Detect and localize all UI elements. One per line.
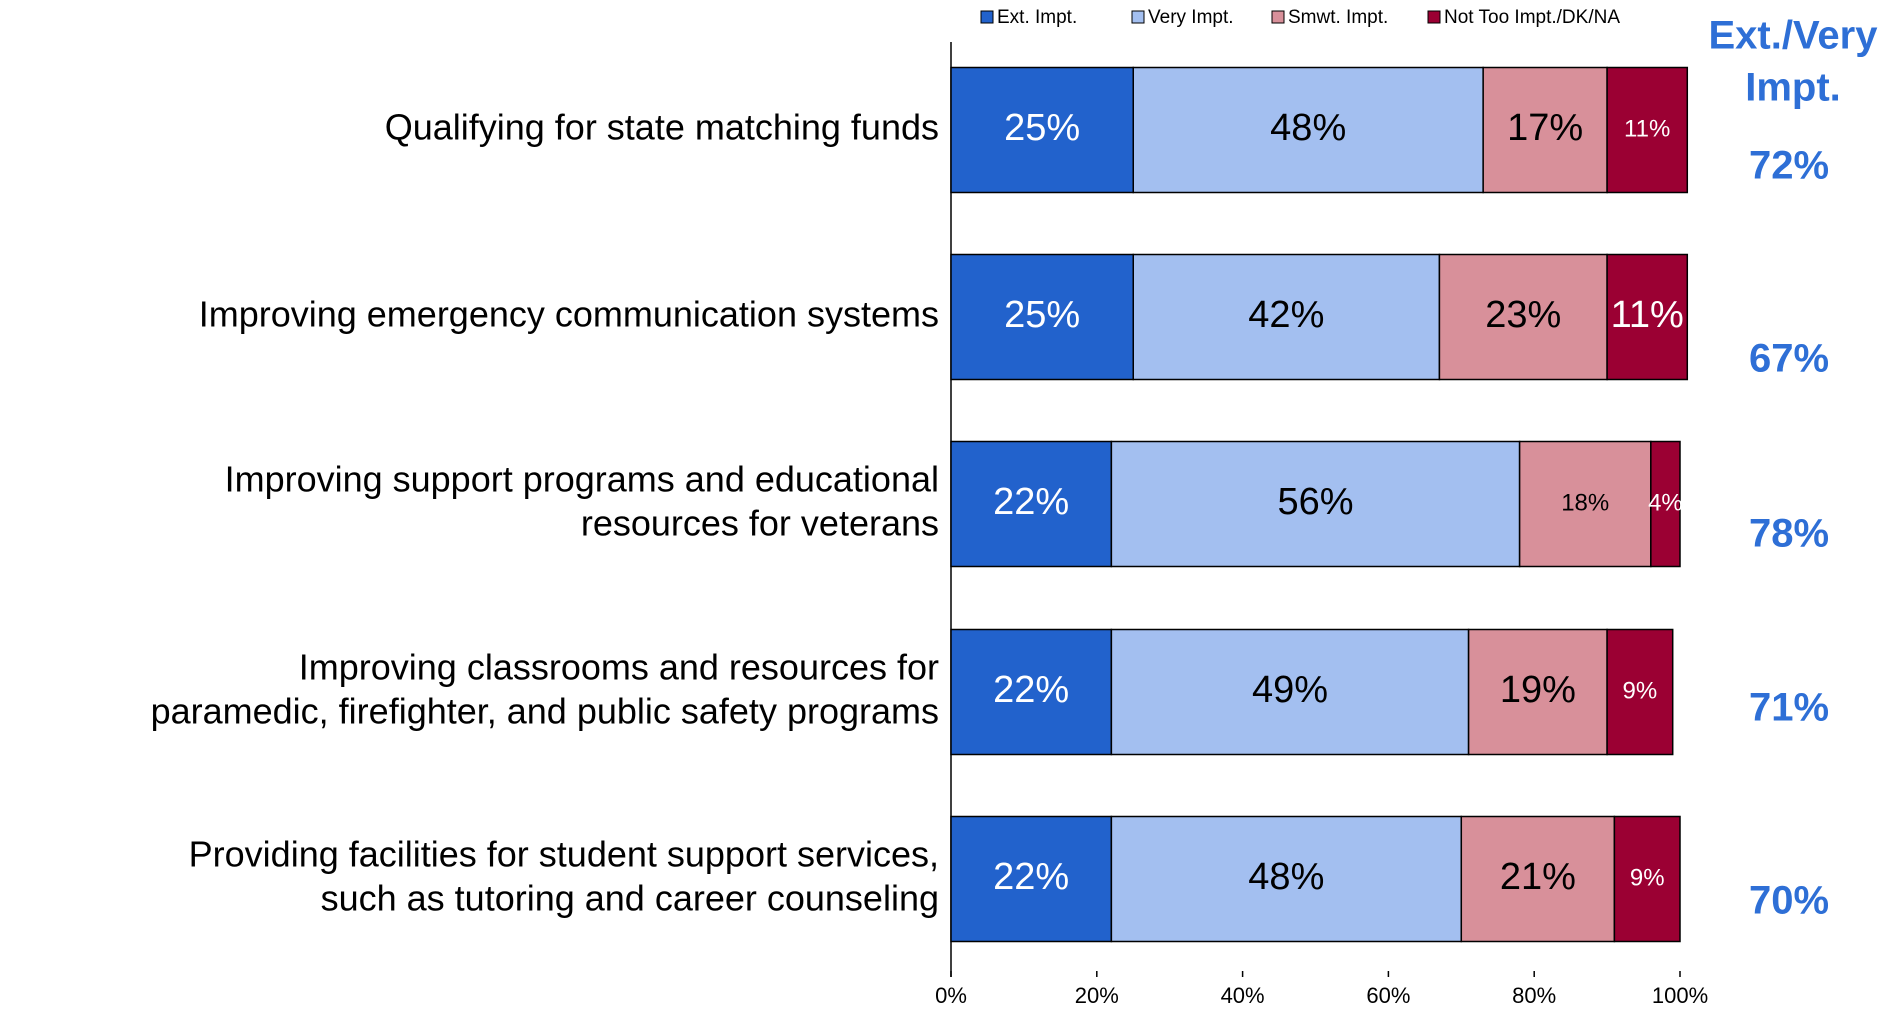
bar-segment xyxy=(950,628,1113,756)
bar-segment xyxy=(950,815,1113,943)
bar-segment xyxy=(1132,253,1441,381)
x-tick-label: 80% xyxy=(1512,983,1556,1008)
category-label: Improving support programs and education… xyxy=(225,459,939,500)
legend-label: Not Too Impt./DK/NA xyxy=(1444,7,1620,28)
bar-segment xyxy=(1132,66,1484,194)
category-label: Providing facilities for student support… xyxy=(189,834,939,875)
bar-segment xyxy=(950,253,1134,381)
bar-segment xyxy=(950,440,1113,568)
total-label: 78% xyxy=(1749,512,1829,556)
x-tick-label: 100% xyxy=(1652,983,1708,1008)
legend-label: Very Impt. xyxy=(1148,7,1234,28)
bar-segment xyxy=(1110,815,1463,943)
totals-title: Impt. xyxy=(1745,66,1841,110)
x-tick-label: 0% xyxy=(935,983,967,1008)
data-label: 21% xyxy=(1500,856,1576,898)
data-label: 11% xyxy=(1611,294,1684,336)
legend-swatch xyxy=(1427,10,1441,24)
legend-label: Smwt. Impt. xyxy=(1288,7,1388,28)
bar-segment xyxy=(1482,66,1608,194)
data-label: 48% xyxy=(1248,856,1324,898)
bar-segment xyxy=(1460,815,1616,943)
total-label: 72% xyxy=(1749,144,1829,188)
data-label: 19% xyxy=(1500,669,1576,711)
category-label: Improving classrooms and resources for xyxy=(299,647,939,688)
bar-segment xyxy=(1110,628,1470,756)
data-label: 25% xyxy=(1004,294,1080,336)
x-tick-label: 40% xyxy=(1221,983,1265,1008)
bar-segment xyxy=(1606,253,1689,381)
data-label: 9% xyxy=(1623,677,1658,704)
data-label: 56% xyxy=(1277,481,1353,523)
bar-segment xyxy=(1518,440,1652,568)
data-label: 23% xyxy=(1485,294,1561,336)
category-label: resources for veterans xyxy=(581,503,939,544)
bar-segment xyxy=(1613,815,1681,943)
x-tick-label: 20% xyxy=(1075,983,1119,1008)
category-label: such as tutoring and career counseling xyxy=(321,878,939,919)
data-label: 42% xyxy=(1248,294,1324,336)
data-label: 17% xyxy=(1507,107,1583,149)
data-label: 4% xyxy=(1648,489,1683,516)
bar-segment xyxy=(1650,440,1681,568)
data-label: 49% xyxy=(1252,669,1328,711)
data-label: 25% xyxy=(1004,107,1080,149)
data-label: 22% xyxy=(993,481,1069,523)
data-label: 22% xyxy=(993,856,1069,898)
category-label: Improving emergency communication system… xyxy=(199,294,939,335)
total-label: 70% xyxy=(1749,879,1829,923)
category-label: paramedic, firefighter, and public safet… xyxy=(151,691,939,732)
legend-label: Ext. Impt. xyxy=(997,7,1077,28)
total-label: 71% xyxy=(1749,686,1829,730)
legend-swatch xyxy=(1271,10,1285,24)
data-label: 11% xyxy=(1624,115,1670,142)
data-label: 9% xyxy=(1630,864,1665,891)
bar-segment xyxy=(950,66,1134,194)
data-label: 48% xyxy=(1270,107,1346,149)
bar-segment xyxy=(1606,66,1689,194)
total-label: 67% xyxy=(1749,337,1829,381)
totals-title: Ext./Very xyxy=(1708,14,1878,58)
x-tick-label: 60% xyxy=(1366,983,1410,1008)
category-label: Qualifying for state matching funds xyxy=(385,107,939,148)
bar-segment xyxy=(1606,628,1674,756)
data-label: 22% xyxy=(993,669,1069,711)
bar-segment xyxy=(1110,440,1521,568)
data-label: 18% xyxy=(1561,489,1609,516)
legend-swatch xyxy=(1131,10,1145,24)
legend-swatch xyxy=(980,10,994,24)
bar-segment xyxy=(1467,628,1608,756)
